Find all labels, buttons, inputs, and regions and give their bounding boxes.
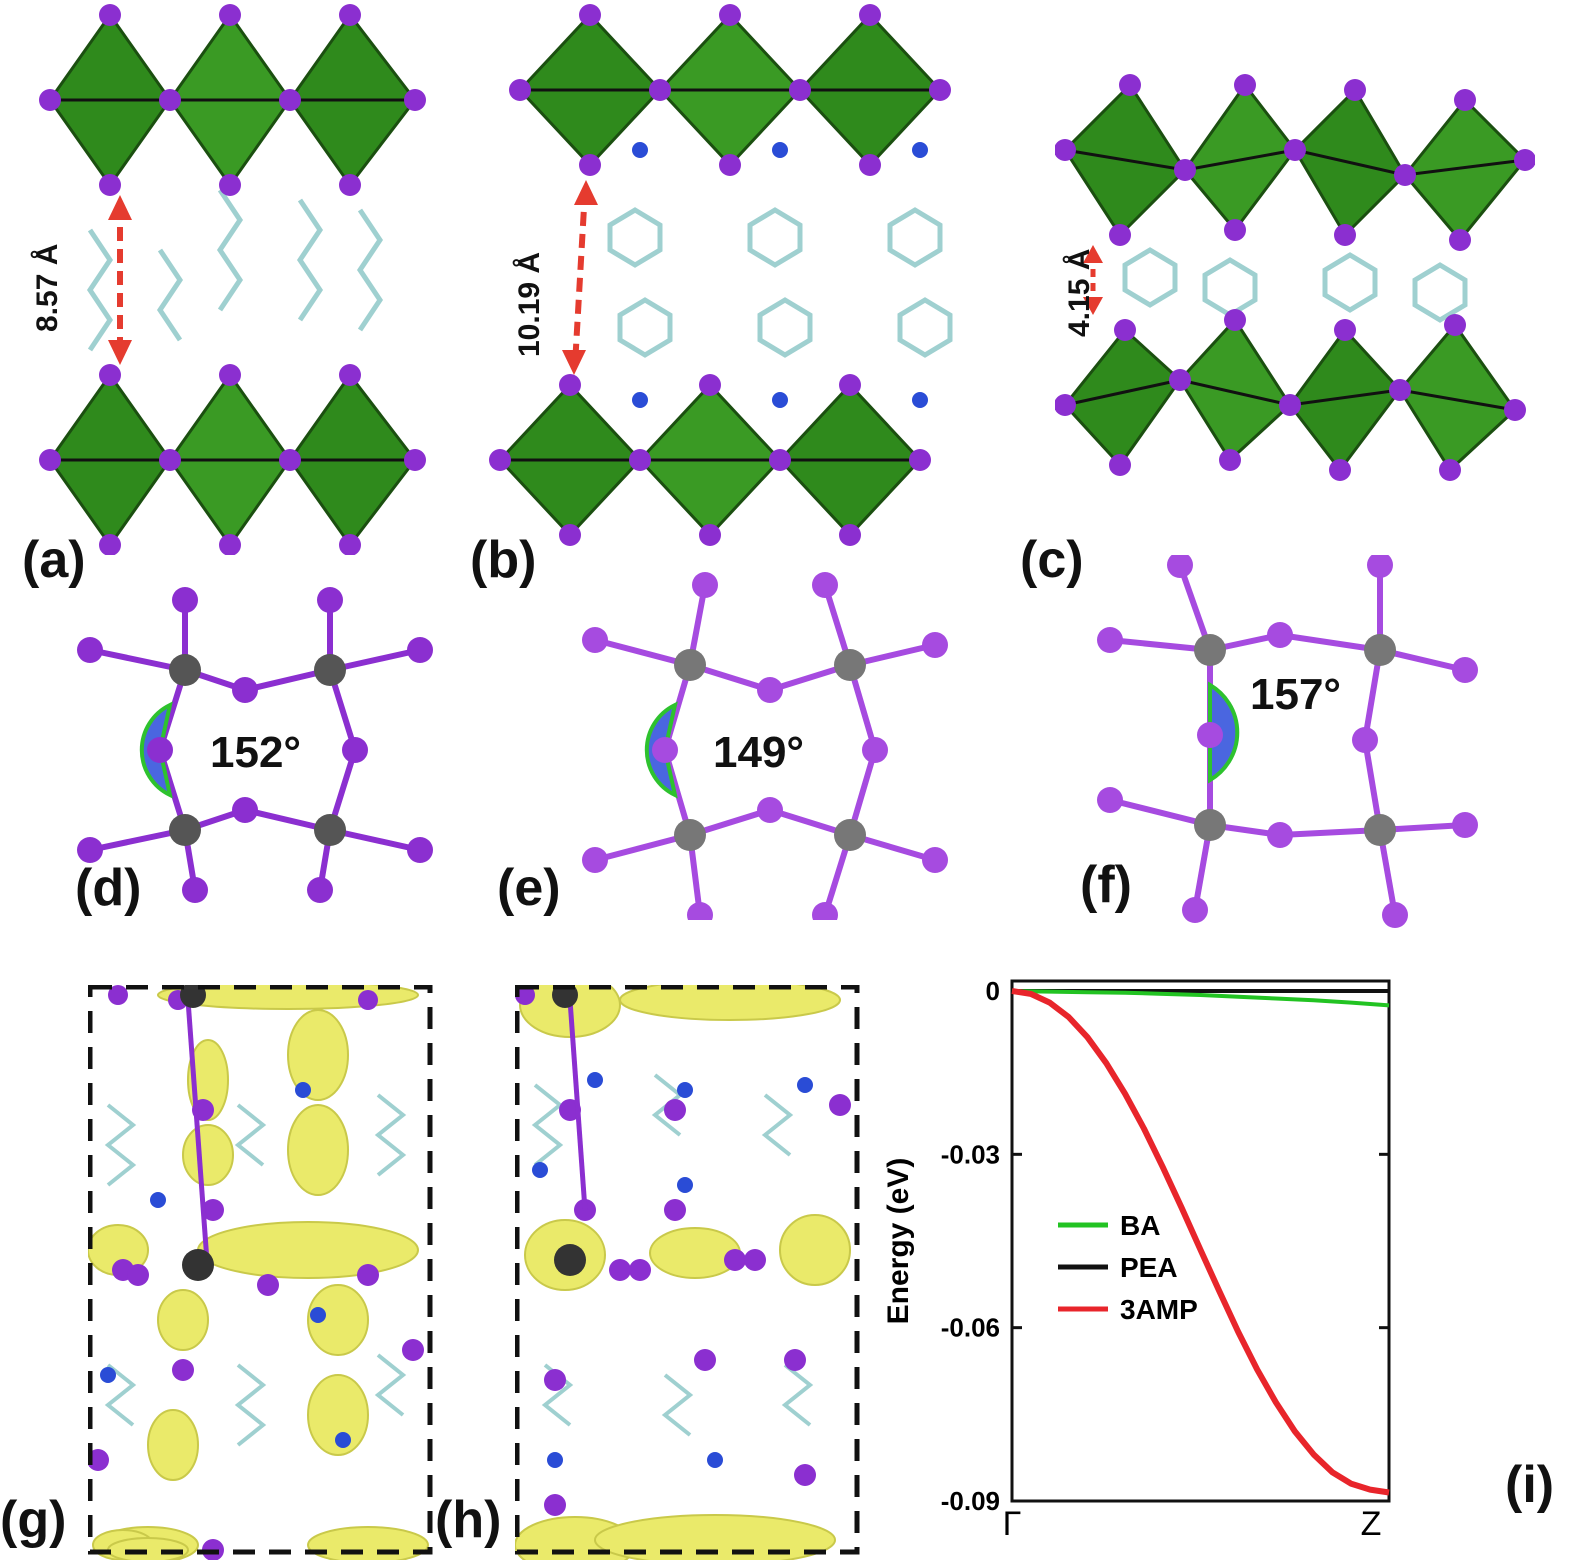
distance-label-c: 4.15 Å (1063, 248, 1096, 337)
series-line-3amp (1011, 988, 1390, 1496)
octahedra-top (48, 12, 417, 188)
x-tick-label: Z (1361, 1505, 1382, 1543)
tilt-e (582, 572, 948, 920)
panel-label-c: (c) (1020, 531, 1084, 589)
y-tick-label: -0.09 (941, 1486, 1000, 1516)
panel-label-g: (g) (0, 1491, 67, 1549)
panel-label-a: (a) (22, 531, 86, 589)
isosurface (88, 985, 429, 1560)
density-g (88, 985, 433, 1560)
octahedra-bottom (1063, 317, 1517, 473)
legend-label: 3AMP (1120, 1294, 1198, 1325)
panel-label-i: (i) (1505, 1456, 1555, 1514)
plot-frame (1010, 979, 1391, 1503)
y-tick-label: 0 (986, 976, 1000, 1006)
tilt-d (77, 587, 433, 903)
x-tick-label: Γ (1003, 1505, 1022, 1543)
legend-label: PEA (1120, 1252, 1178, 1283)
tilt-f (1097, 555, 1478, 928)
octahedra-top (1063, 82, 1528, 243)
band-structure-chart: 0 -0.03 -0.06 -0.09 Γ Z BA PEA 3AMP Energy (eV… (882, 976, 1391, 1543)
y-axis-label: Energy (eV) (882, 1158, 915, 1325)
phenyl-rings (607, 207, 953, 358)
panel-label-b: (b) (470, 531, 537, 589)
panel-label-e: (e) (497, 859, 561, 917)
iodine-atoms (489, 4, 951, 546)
distance-label-b: 10.19 Å (513, 251, 546, 357)
distance-arrow (108, 195, 132, 365)
angle-wedge (1208, 681, 1240, 784)
structure-b (489, 4, 953, 546)
ammonium-groups (632, 142, 928, 408)
distance-arrow (1083, 245, 1103, 315)
organic-rings (1122, 247, 1468, 323)
structure-a (39, 4, 426, 555)
panel-label-f: (f) (1080, 856, 1132, 914)
distance-label-a: 8.57 Å (31, 243, 64, 332)
isosurface (515, 985, 851, 1560)
angle-label-f: 157° (1250, 670, 1342, 719)
y-tick-label: -0.03 (941, 1139, 1000, 1169)
density-h (515, 985, 860, 1560)
panel-label-d: (d) (75, 859, 142, 917)
y-tick-label: -0.06 (941, 1313, 1000, 1343)
legend-label: BA (1120, 1210, 1160, 1241)
angle-label-d: 152° (210, 728, 302, 777)
iodine-atoms (1055, 74, 1535, 481)
panel-label-h: (h) (435, 1491, 502, 1549)
organic-spacer (86, 188, 384, 352)
octahedra-bottom (497, 382, 923, 538)
structure-c (1055, 74, 1535, 481)
cell-boundary (515, 985, 860, 1555)
distance-arrow (562, 180, 598, 375)
octahedra-bottom (48, 372, 417, 548)
octahedra-top (517, 12, 943, 168)
series-line-ba (1011, 989, 1390, 1008)
angle-label-e: 149° (713, 728, 805, 777)
cell-boundary (88, 985, 433, 1555)
iodine-atoms (39, 4, 426, 555)
